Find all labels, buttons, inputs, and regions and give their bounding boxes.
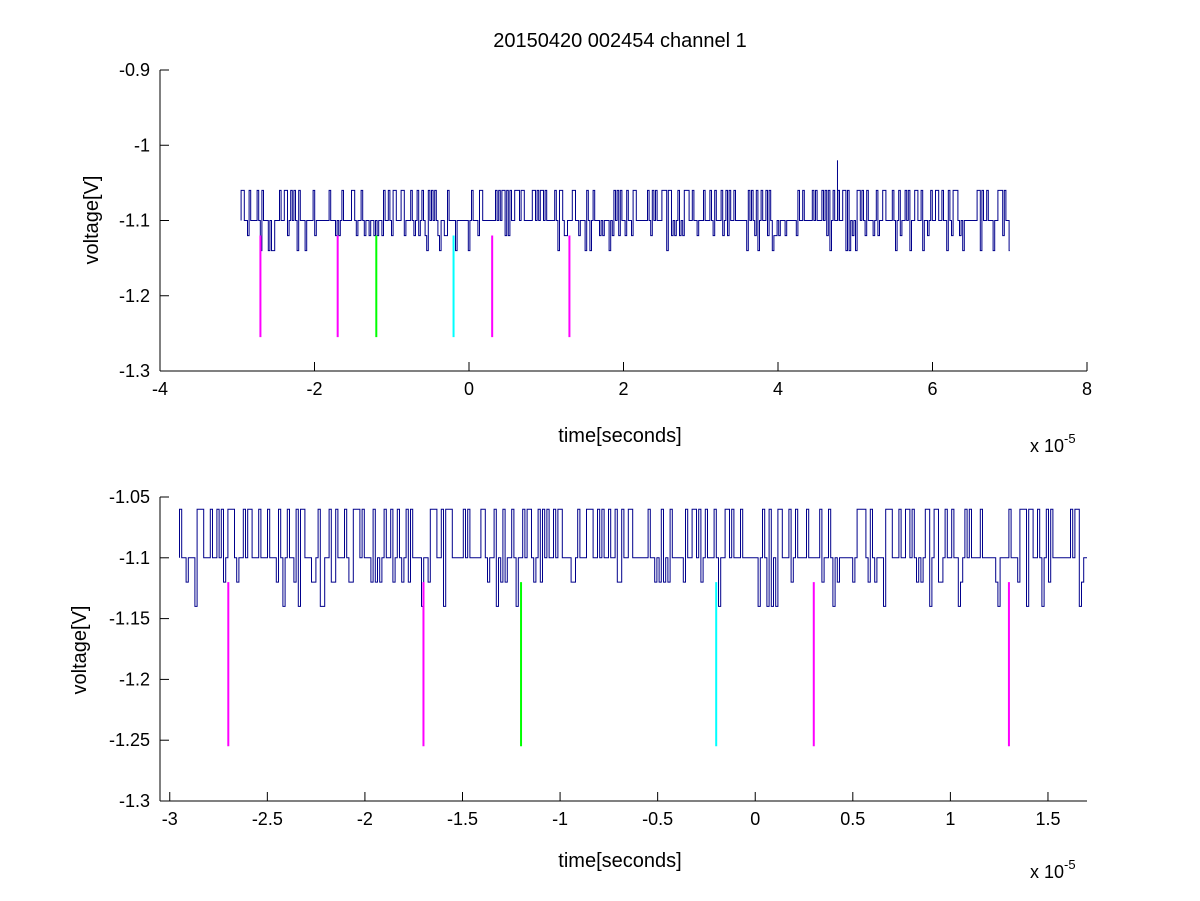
plot-top: -4 -2 0 2 4 6 8 -1.3 -1.2 -1.1 -1 -0.9 time[seconds… <box>81 60 1092 456</box>
x-tick-label: 0 <box>464 379 474 399</box>
x-tick-label: -2 <box>357 809 373 829</box>
x-axis-label: time[seconds] <box>558 425 681 447</box>
x-tick-label: 0.5 <box>840 809 865 829</box>
x-tick-label: 0 <box>750 809 760 829</box>
y-tick-label: -1.1 <box>119 548 150 568</box>
x-tick-label: 8 <box>1082 379 1092 399</box>
x-axis-multiplier-base: x 10 <box>1030 436 1064 456</box>
chart-title: 20150420 002454 channel 1 <box>493 30 747 52</box>
plot-bottom: -3 -2.5 -2 -1.5 -1 -0.5 0 0.5 1 1.5 -1.3 -1.25 -1.2 -… <box>69 487 1087 882</box>
y-tick-label: -1.3 <box>119 791 150 811</box>
y-tick-label: -1.2 <box>119 669 150 689</box>
plot-top-ticks: -4 -2 0 2 4 6 8 -1.3 -1.2 -1.1 -1 -0.9 <box>119 60 1092 399</box>
x-axis-multiplier: x 10-5 <box>1030 857 1076 882</box>
y-tick-label: -1 <box>134 135 150 155</box>
series-line <box>240 189 1010 252</box>
x-tick-label: 4 <box>773 379 783 399</box>
x-axis-multiplier-exponent: -5 <box>1064 857 1076 872</box>
y-tick-label: -1.15 <box>109 609 150 629</box>
x-tick-label: -0.5 <box>642 809 673 829</box>
x-tick-label: -4 <box>152 379 168 399</box>
y-tick-label: -1.2 <box>119 286 150 306</box>
x-axis-multiplier-base: x 10 <box>1030 862 1064 882</box>
x-tick-label: -2 <box>306 379 322 399</box>
series-line <box>179 508 1087 607</box>
plot-top-marks <box>240 160 1010 338</box>
x-tick-label: -1 <box>552 809 568 829</box>
x-tick-label: 1.5 <box>1035 809 1060 829</box>
y-axis-label: voltage[V] <box>69 606 91 695</box>
x-axis-multiplier-exponent: -5 <box>1064 431 1076 446</box>
y-tick-label: -1.3 <box>119 361 150 381</box>
x-tick-label: -1.5 <box>447 809 478 829</box>
y-tick-label: -1.25 <box>109 730 150 750</box>
plot-bottom-marks <box>179 508 1087 747</box>
x-tick-label: -3 <box>162 809 178 829</box>
x-tick-label: 6 <box>927 379 937 399</box>
x-tick-label: 1 <box>945 809 955 829</box>
x-axis-multiplier: x 10-5 <box>1030 431 1076 456</box>
y-tick-label: -1.05 <box>109 487 150 507</box>
y-tick-label: -0.9 <box>119 60 150 80</box>
y-axis-label: voltage[V] <box>81 176 103 265</box>
x-tick-label: -2.5 <box>252 809 283 829</box>
y-tick-label: -1.1 <box>119 211 150 231</box>
x-tick-label: 2 <box>618 379 628 399</box>
x-axis-label: time[seconds] <box>558 850 681 872</box>
plot-bottom-ticks: -3 -2.5 -2 -1.5 -1 -0.5 0 0.5 1 1.5 -1.3 -1.25 -1.2 -… <box>109 487 1061 829</box>
plot-bottom-axes <box>159 497 1087 802</box>
